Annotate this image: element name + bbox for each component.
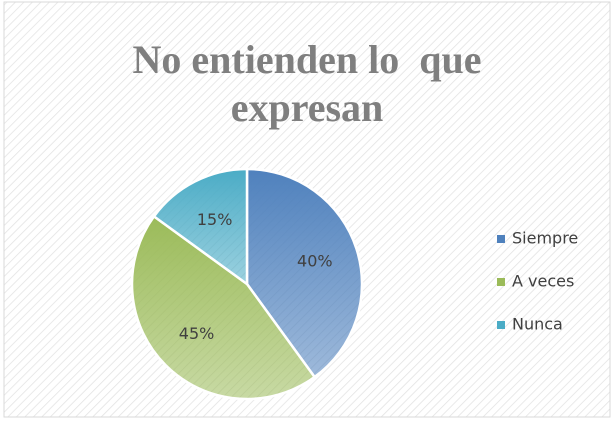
legend-label: Nunca <box>512 315 563 334</box>
data-label: 40% <box>297 251 333 270</box>
pie-slice <box>152 167 249 287</box>
legend-swatch <box>497 235 505 243</box>
chart-title: No entienden lo que expresan <box>132 37 492 130</box>
legend-label: A veces <box>512 272 574 291</box>
data-label: 15% <box>197 210 233 229</box>
pie-slice <box>130 214 317 401</box>
legend-swatch <box>497 278 505 286</box>
data-label: 45% <box>179 324 215 343</box>
legend-label: Siempre <box>512 229 578 248</box>
pie-slice <box>245 167 364 379</box>
legend-swatch <box>497 321 505 329</box>
